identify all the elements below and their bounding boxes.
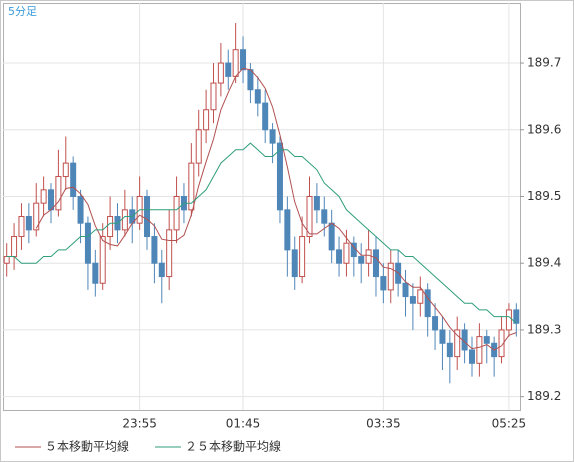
candle-body — [432, 316, 439, 331]
candle-body — [92, 262, 99, 284]
candle-body — [476, 336, 483, 364]
candle-body — [40, 189, 47, 204]
candle-body — [402, 282, 409, 298]
candle-body — [269, 129, 276, 144]
candle-body — [33, 202, 40, 231]
candle-body — [306, 195, 313, 238]
candle-body — [25, 216, 32, 231]
candle-body — [336, 249, 343, 264]
chart-title: 5分足 — [8, 5, 37, 18]
y-tick-label: 189.6 — [527, 122, 561, 136]
candle-body — [468, 349, 475, 364]
candle-body — [446, 342, 453, 358]
candle-body — [240, 49, 247, 71]
candle-body — [454, 329, 461, 358]
candle-body — [3, 256, 10, 264]
candle-body — [291, 249, 298, 278]
candle-body — [483, 336, 490, 344]
candle-body — [107, 216, 114, 238]
candle-body — [158, 262, 165, 278]
x-tick-label: 05:25 — [492, 417, 527, 431]
plot-area — [3, 3, 521, 411]
candle-body — [225, 62, 232, 77]
candle-body — [387, 262, 394, 291]
candle-body — [409, 296, 416, 304]
y-tick-label: 189.4 — [527, 256, 561, 270]
candle-body — [188, 162, 195, 211]
legend-label: ５本移動平均線 — [45, 439, 129, 454]
candle-body — [262, 102, 269, 131]
candle-body — [321, 209, 328, 224]
candle-body — [48, 189, 55, 211]
candle-body — [195, 129, 202, 164]
candle-body — [217, 62, 224, 84]
candle-body — [313, 195, 320, 211]
candle-body — [11, 236, 18, 258]
candle-body — [203, 109, 210, 131]
y-tick-label: 189.7 — [527, 56, 561, 70]
candle-body — [121, 209, 128, 231]
candle-body — [99, 236, 106, 284]
candle-body — [18, 216, 25, 238]
x-tick-label: 01:45 — [226, 417, 261, 431]
candle-body — [380, 276, 387, 291]
candle-body — [365, 249, 372, 264]
candle-body — [70, 162, 77, 197]
candle-body — [505, 309, 512, 331]
candle-body — [166, 229, 173, 278]
candle-body — [343, 242, 350, 264]
candle-body — [358, 256, 365, 264]
candle-body — [439, 329, 446, 344]
x-tick-label: 23:55 — [122, 417, 157, 431]
y-tick-label: 189.5 — [527, 189, 561, 203]
candle-body — [284, 209, 291, 251]
y-tick-label: 189.3 — [527, 322, 561, 336]
ma-line — [6, 142, 517, 324]
candle-body — [417, 289, 424, 304]
ma-line — [35, 67, 517, 351]
candle-body — [498, 329, 505, 358]
candle-body — [144, 195, 151, 238]
candle-body — [254, 89, 261, 104]
x-tick-label: 03:35 — [366, 417, 401, 431]
candle-body — [210, 82, 217, 111]
candle-body — [232, 49, 239, 77]
candle-body — [151, 236, 158, 264]
candle-body — [372, 249, 379, 278]
candle-body — [299, 236, 306, 278]
candle-body — [55, 175, 62, 211]
y-tick-label: 189.2 — [527, 389, 561, 403]
candle-body — [173, 195, 180, 231]
candle-body — [77, 195, 84, 224]
candle-body — [328, 222, 335, 251]
candle-body — [276, 142, 283, 211]
candle-body — [84, 222, 91, 264]
candle-body — [424, 289, 431, 318]
legend-label: ２５本移動平均線 — [185, 439, 281, 454]
candle-body — [62, 162, 69, 177]
candle-body — [247, 69, 254, 91]
